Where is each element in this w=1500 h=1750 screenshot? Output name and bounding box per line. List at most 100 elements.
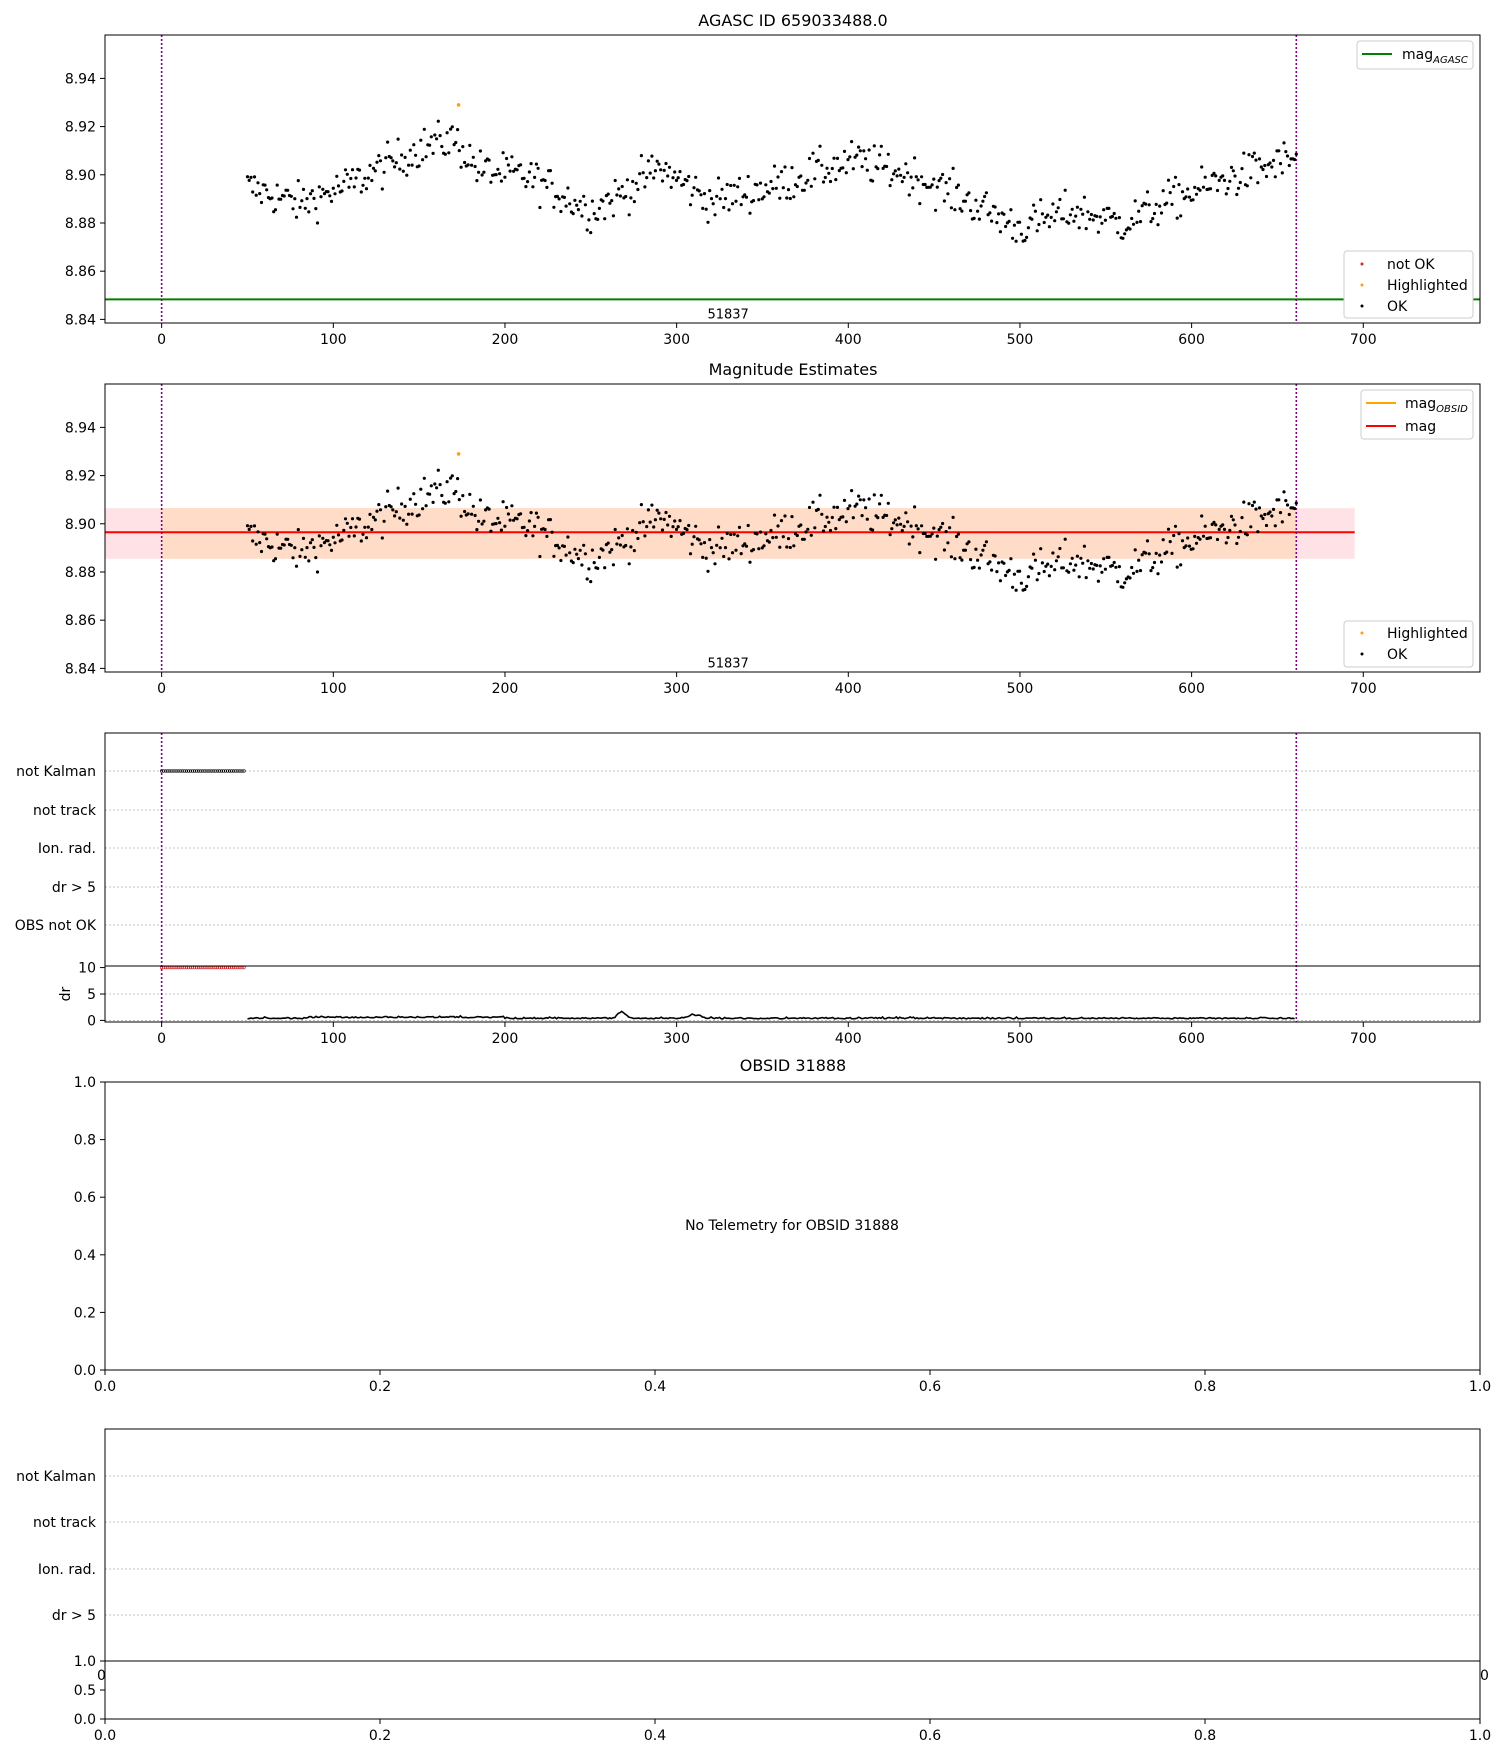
- ok-point: [568, 551, 571, 554]
- ok-point: [1174, 176, 1177, 179]
- ok-point: [880, 494, 883, 497]
- ok-point: [733, 533, 736, 536]
- ok-point: [1242, 152, 1245, 155]
- ok-point: [481, 173, 484, 176]
- ok-point: [633, 549, 636, 552]
- ok-point: [615, 193, 618, 196]
- agasc-y-tick-label: 8.94: [65, 71, 96, 87]
- ok-point: [782, 535, 785, 538]
- ok-point: [433, 133, 436, 136]
- ok-point: [474, 165, 477, 168]
- ok-point: [722, 206, 725, 209]
- legend-marker-not-ok: [1361, 263, 1364, 266]
- ok-point: [488, 508, 491, 511]
- ok-point: [1102, 557, 1105, 560]
- ok-point: [862, 498, 865, 501]
- ok-point: [780, 519, 783, 522]
- ok-point: [1002, 213, 1005, 216]
- ok-point: [391, 159, 394, 162]
- ok-point: [1202, 186, 1205, 189]
- ok-point: [685, 528, 688, 531]
- ok-point: [425, 155, 428, 158]
- ok-point: [645, 176, 648, 179]
- ok-point: [545, 186, 548, 189]
- ok-point: [1148, 552, 1151, 555]
- ok-point: [1242, 501, 1245, 504]
- ok-point: [864, 506, 867, 509]
- ok-point: [1170, 203, 1173, 206]
- ok-point: [488, 159, 491, 162]
- ok-point: [319, 195, 322, 198]
- ok-point: [1281, 520, 1284, 523]
- ok-point: [1181, 539, 1184, 542]
- ok-point: [957, 533, 960, 536]
- flag-label-not-kalman: not Kalman: [16, 764, 96, 780]
- ok-point: [1188, 545, 1191, 548]
- ok-point: [825, 167, 828, 170]
- ok-point: [946, 541, 949, 544]
- ok-point: [1169, 540, 1172, 543]
- ok-point: [568, 202, 571, 205]
- flags-x-tick-label: 300: [663, 1031, 690, 1047]
- ok-point: [818, 494, 821, 497]
- ok-point: [260, 201, 263, 204]
- ok-point: [290, 195, 293, 198]
- ok-point: [409, 149, 412, 152]
- ok-point: [876, 516, 879, 519]
- ok-point: [538, 206, 541, 209]
- ok-point: [405, 523, 408, 526]
- obsid-x-tick-label: 1.0: [1469, 1379, 1491, 1395]
- ok-point: [647, 159, 650, 162]
- ok-point: [799, 174, 802, 177]
- ok-point: [298, 555, 301, 558]
- ok-point: [1104, 568, 1107, 571]
- ok-point: [411, 164, 414, 167]
- agasc-x-tick-label: 500: [1007, 332, 1034, 348]
- ok-point: [629, 545, 632, 548]
- ok-point: [817, 159, 820, 162]
- flags-x-tick-label: 600: [1178, 1031, 1205, 1047]
- ok-point: [764, 183, 767, 186]
- obsid-y-tick-label: 0.6: [74, 1190, 96, 1206]
- ok-point: [701, 207, 704, 210]
- ok-point: [297, 179, 300, 182]
- ok-point: [563, 196, 566, 199]
- agasc-y-tick-label: 8.84: [65, 312, 96, 328]
- ok-point: [1134, 199, 1137, 202]
- ok-point: [887, 153, 890, 156]
- ok-point: [808, 157, 811, 160]
- ok-point: [435, 137, 438, 140]
- ok-point: [312, 546, 315, 549]
- ok-point: [832, 157, 835, 160]
- ok-point: [1153, 212, 1156, 215]
- ok-point: [461, 145, 464, 148]
- ok-point: [701, 556, 704, 559]
- ok-point: [423, 477, 426, 480]
- ok-point: [412, 492, 415, 495]
- ok-point: [752, 199, 755, 202]
- ok-point: [433, 482, 436, 485]
- ok-point: [889, 184, 892, 187]
- ok-point: [544, 179, 547, 182]
- ok-point: [344, 517, 347, 520]
- ok-point: [505, 506, 508, 509]
- ok-point: [845, 171, 848, 174]
- ok-point: [1233, 523, 1236, 526]
- ok-point: [295, 565, 298, 568]
- ok-point: [361, 184, 364, 187]
- ok-point: [1004, 574, 1007, 577]
- ok-point: [708, 538, 711, 541]
- ok-point: [347, 535, 350, 538]
- legend-label-ok: OK: [1387, 299, 1408, 315]
- ok-point: [612, 563, 615, 566]
- ok-point: [1223, 528, 1226, 531]
- ok-point: [481, 522, 484, 525]
- ok-point: [1053, 219, 1056, 222]
- ok-point: [1086, 210, 1089, 213]
- ok-point: [500, 529, 503, 532]
- ok-point: [1176, 566, 1179, 569]
- ok-point: [477, 520, 480, 523]
- ok-point: [1261, 168, 1264, 171]
- ok-point: [720, 188, 723, 191]
- ok-point: [636, 188, 639, 191]
